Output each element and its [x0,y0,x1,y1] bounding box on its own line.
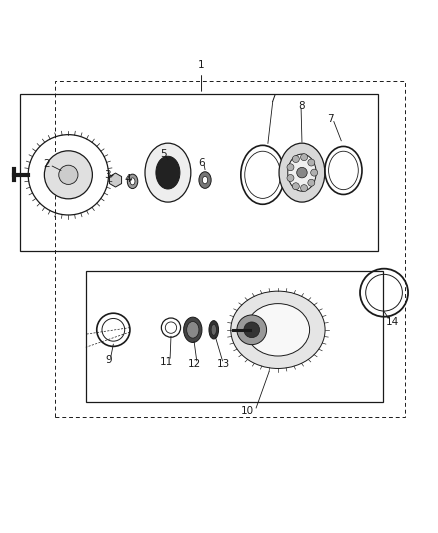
Ellipse shape [211,325,216,335]
Ellipse shape [127,174,138,189]
Circle shape [297,167,307,178]
Circle shape [300,154,307,160]
Text: 11: 11 [160,357,173,367]
Ellipse shape [231,291,325,368]
Polygon shape [110,173,122,187]
Ellipse shape [184,317,202,343]
Text: 8: 8 [298,101,304,111]
Text: 13: 13 [217,359,230,369]
Ellipse shape [288,154,316,191]
Circle shape [311,169,318,176]
Ellipse shape [246,304,310,356]
Text: 3: 3 [104,170,111,180]
Text: 2: 2 [43,159,50,169]
Ellipse shape [279,143,325,202]
Text: 6: 6 [198,158,205,167]
Circle shape [300,184,307,191]
Text: 12: 12 [187,359,201,369]
Ellipse shape [187,321,199,338]
Circle shape [287,174,294,182]
Text: 1: 1 [198,60,205,91]
Ellipse shape [130,178,135,185]
Ellipse shape [145,143,191,202]
Circle shape [244,322,260,338]
Ellipse shape [199,172,211,188]
Text: 10: 10 [241,407,254,416]
Circle shape [292,156,299,163]
Text: 9: 9 [105,356,112,365]
Text: 7: 7 [327,114,334,124]
Circle shape [59,165,78,184]
Circle shape [308,179,315,186]
Circle shape [292,183,299,190]
Text: 5: 5 [160,149,166,159]
Ellipse shape [202,176,208,184]
Circle shape [308,159,315,166]
Circle shape [44,151,92,199]
Ellipse shape [156,156,180,189]
Circle shape [237,315,267,345]
Text: 7: 7 [269,94,276,104]
Circle shape [287,164,294,171]
Text: 4: 4 [124,174,131,184]
Text: 14: 14 [386,317,399,327]
Ellipse shape [209,321,219,339]
